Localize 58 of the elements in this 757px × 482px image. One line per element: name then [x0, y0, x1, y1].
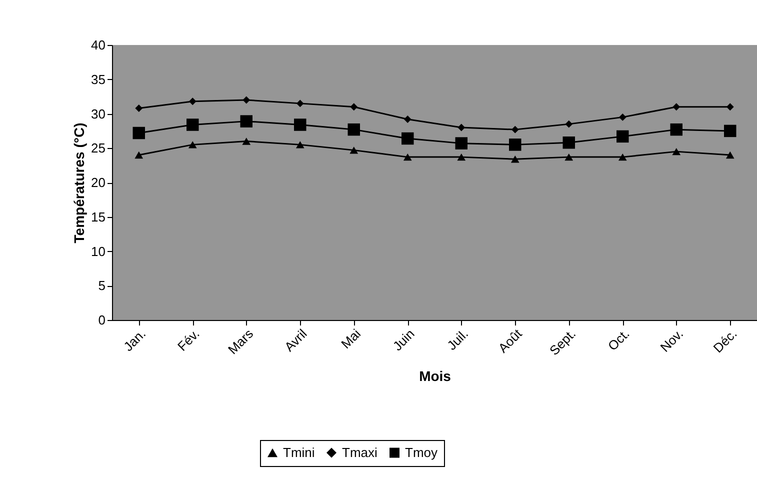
point [670, 123, 682, 136]
point [458, 124, 466, 132]
point [348, 123, 360, 136]
point [296, 141, 304, 148]
point [510, 156, 520, 163]
point [350, 103, 358, 111]
point [616, 130, 629, 143]
point [296, 100, 304, 108]
point [457, 153, 466, 161]
x-tick-label: Nov. [657, 326, 686, 355]
point [186, 118, 199, 131]
point [403, 153, 412, 161]
point [509, 138, 522, 151]
x-tick-label: Juin [390, 326, 418, 354]
y-tick-label: 30 [91, 106, 106, 122]
y-tick-label: 0 [98, 312, 106, 328]
x-tick-label: Oct. [604, 326, 632, 354]
point [511, 126, 519, 134]
y-axis-title: Températures (°C) [71, 122, 88, 244]
point [242, 138, 251, 145]
point [404, 116, 412, 123]
y-tick-label: 35 [91, 72, 106, 87]
y-tick-label: 10 [91, 244, 106, 259]
legend-label: Tmini [283, 444, 315, 460]
point [135, 104, 143, 112]
point [618, 113, 626, 121]
point [672, 103, 680, 111]
y-tick-label: 25 [91, 140, 106, 156]
y-tick-label: 20 [91, 175, 106, 190]
point [350, 146, 358, 154]
point [132, 126, 145, 140]
point [402, 132, 414, 145]
point [726, 103, 734, 111]
legend-label: Tmoy [405, 444, 438, 460]
point [724, 124, 736, 138]
point [726, 151, 734, 159]
x-axis-title: Mois [419, 368, 452, 384]
point [294, 118, 306, 131]
x-tick-label: Fév. [174, 326, 202, 354]
point [564, 153, 574, 161]
point [240, 115, 252, 128]
x-tick-label: Déc. [710, 326, 740, 356]
point [672, 148, 681, 156]
point [565, 120, 573, 128]
point [188, 141, 197, 148]
y-tick-label: 5 [98, 278, 106, 294]
legend-label: Tmaxi [342, 444, 378, 460]
point [188, 98, 196, 106]
point [618, 153, 627, 161]
point [455, 137, 468, 150]
y-tick-label: 15 [91, 209, 106, 224]
point [242, 96, 250, 104]
x-tick-label: Juil. [444, 326, 472, 354]
point [134, 151, 144, 159]
y-tick-label: 40 [91, 38, 106, 52]
x-tick-label: Jan. [120, 326, 149, 354]
x-tick-label: Mai [338, 326, 364, 352]
point [562, 136, 575, 149]
